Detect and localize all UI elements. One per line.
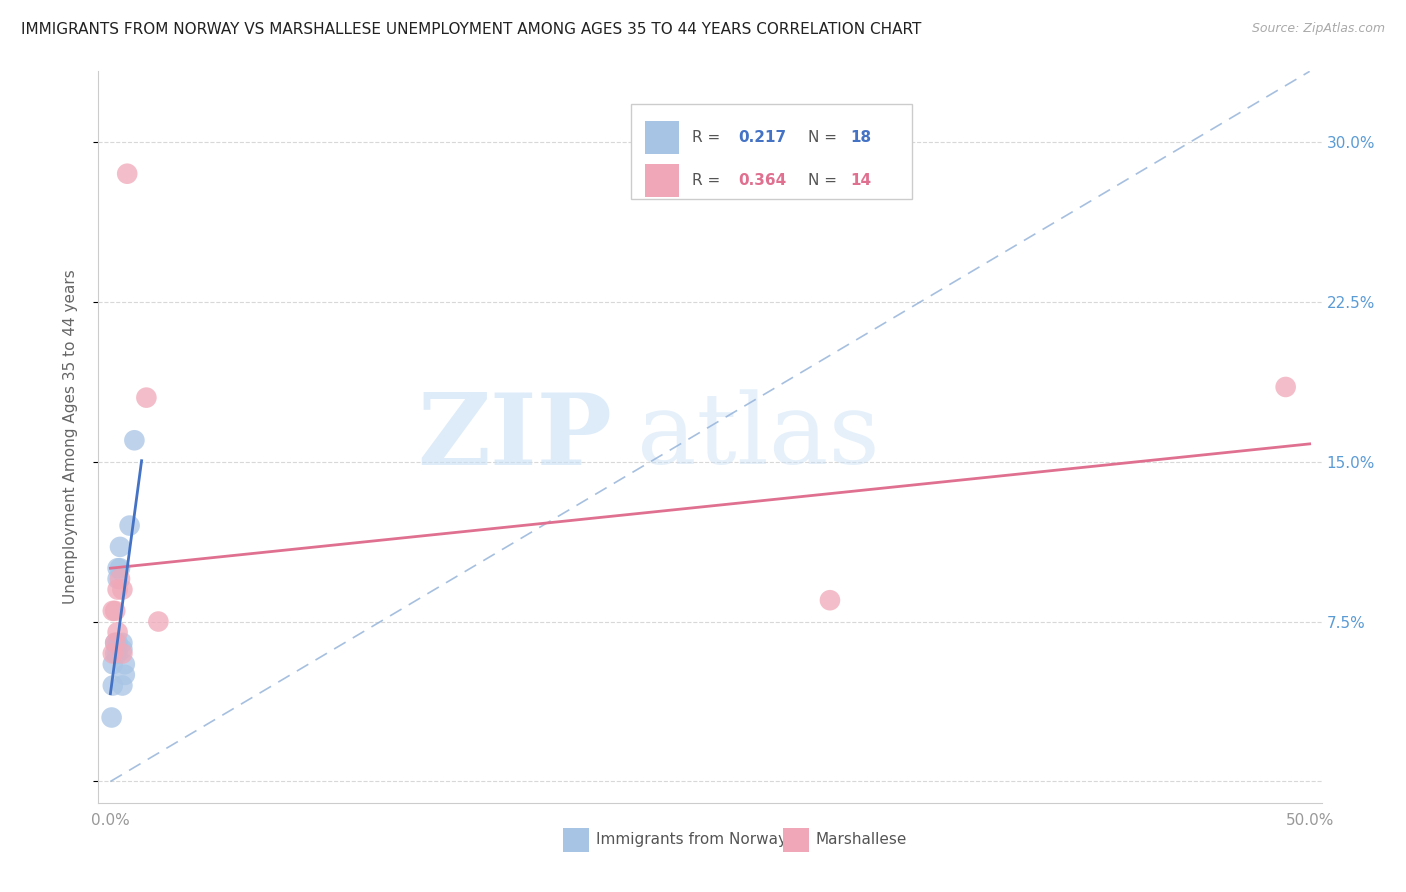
Point: [111, 679, 134, 693]
Point: [111, 582, 134, 597]
Text: atlas: atlas: [637, 389, 879, 485]
Point: [108, 572, 131, 586]
Point: [101, 657, 124, 672]
Point: [114, 668, 136, 682]
Point: [118, 518, 141, 533]
Point: [114, 657, 136, 672]
Point: [104, 647, 127, 661]
Point: [101, 604, 124, 618]
Y-axis label: Unemployment Among Ages 35 to 44 years: Unemployment Among Ages 35 to 44 years: [63, 269, 77, 605]
Bar: [645, 164, 679, 197]
Text: Marshallese: Marshallese: [815, 832, 907, 847]
Text: 18: 18: [851, 130, 872, 145]
Text: 0.217: 0.217: [738, 130, 786, 145]
Text: R =: R =: [692, 173, 725, 188]
Text: ZIP: ZIP: [418, 389, 612, 485]
Point: [107, 572, 129, 586]
Point: [818, 593, 841, 607]
FancyBboxPatch shape: [630, 104, 912, 200]
Text: IMMIGRANTS FROM NORWAY VS MARSHALLESE UNEMPLOYMENT AMONG AGES 35 TO 44 YEARS COR: IMMIGRANTS FROM NORWAY VS MARSHALLESE UN…: [21, 22, 921, 37]
Point: [100, 710, 122, 724]
Point: [111, 647, 134, 661]
Text: N =: N =: [808, 173, 842, 188]
Point: [107, 561, 129, 575]
Point: [107, 636, 129, 650]
Point: [115, 167, 138, 181]
Point: [101, 647, 124, 661]
Text: 14: 14: [851, 173, 872, 188]
Point: [101, 679, 124, 693]
Point: [135, 391, 157, 405]
Point: [104, 636, 127, 650]
Point: [107, 625, 129, 640]
Text: 0.364: 0.364: [738, 173, 786, 188]
Point: [108, 561, 131, 575]
Point: [111, 636, 134, 650]
Point: [108, 540, 131, 554]
Text: R =: R =: [692, 130, 725, 145]
Bar: [645, 121, 679, 154]
Point: [148, 615, 170, 629]
Point: [124, 434, 146, 448]
Point: [1274, 380, 1296, 394]
Text: Immigrants from Norway: Immigrants from Norway: [596, 832, 786, 847]
Point: [111, 642, 134, 657]
Point: [104, 604, 127, 618]
Point: [107, 647, 129, 661]
Point: [104, 636, 127, 650]
Text: Source: ZipAtlas.com: Source: ZipAtlas.com: [1251, 22, 1385, 36]
Text: N =: N =: [808, 130, 842, 145]
Point: [107, 582, 129, 597]
